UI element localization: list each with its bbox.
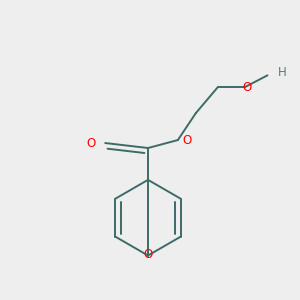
Text: H: H (278, 66, 286, 79)
Text: O: O (87, 136, 96, 149)
Text: O: O (143, 248, 153, 261)
Text: O: O (242, 81, 251, 94)
Text: O: O (183, 134, 192, 146)
